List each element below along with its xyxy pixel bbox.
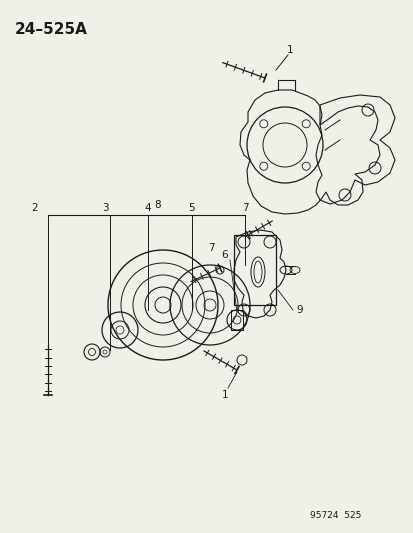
Text: 2: 2	[32, 203, 38, 213]
Text: 6: 6	[221, 250, 228, 260]
Text: 3: 3	[102, 203, 108, 213]
Text: 4: 4	[144, 203, 151, 213]
Text: 8: 8	[154, 200, 161, 210]
Text: 95724  525: 95724 525	[309, 511, 361, 520]
Text: 1: 1	[286, 45, 292, 55]
Text: 24–525A: 24–525A	[15, 22, 88, 37]
Text: 7: 7	[207, 243, 214, 253]
Text: 9: 9	[296, 305, 303, 315]
Text: 7: 7	[241, 203, 248, 213]
Text: 1: 1	[221, 390, 228, 400]
Text: 5: 5	[188, 203, 195, 213]
